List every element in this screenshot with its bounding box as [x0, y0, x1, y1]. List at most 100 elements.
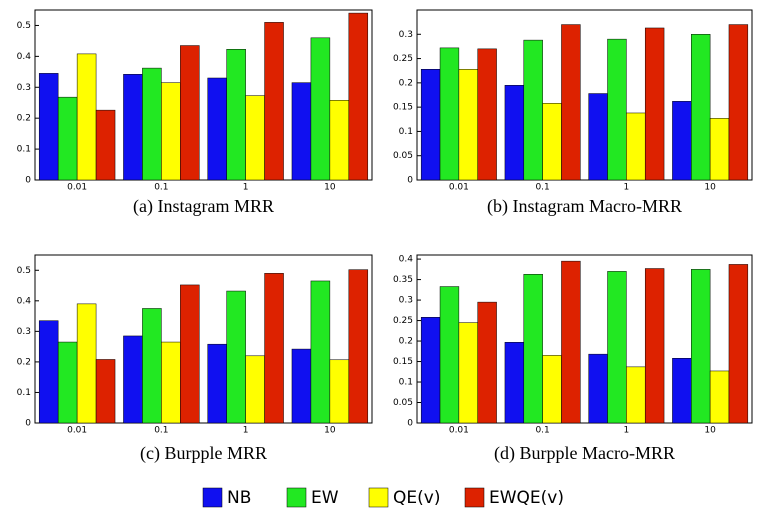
bar: [691, 269, 711, 424]
bar: [329, 100, 350, 181]
bar: [523, 39, 543, 181]
bar: [180, 45, 200, 181]
bar: [142, 67, 162, 181]
x-tick-label: 10: [324, 426, 336, 436]
bar: [161, 341, 181, 424]
y-tick-label: 0.1: [399, 378, 413, 388]
bar: [477, 48, 497, 181]
bar: [57, 341, 78, 424]
bar: [644, 268, 665, 424]
bar: [161, 82, 181, 181]
plot-area: [34, 254, 373, 424]
y-tick-label: 0.3: [17, 83, 31, 93]
bar: [310, 37, 331, 181]
bar: [607, 271, 627, 424]
bar: [142, 308, 162, 424]
bar: [76, 303, 97, 424]
y-tick-label: 0.2: [17, 114, 31, 124]
bar: [728, 264, 749, 424]
x-tick-label: 0.1: [154, 426, 168, 436]
bar: [76, 53, 97, 181]
bar: [245, 355, 265, 424]
y-tick-label: 0.1: [17, 388, 31, 398]
legend-label: EWQE(v): [489, 488, 564, 508]
bar: [504, 85, 525, 181]
y-tick-label: 0: [407, 176, 413, 186]
bar: [542, 355, 562, 424]
bar: [504, 342, 525, 424]
y-tick-label: 0.35: [393, 275, 413, 285]
bar: [439, 286, 460, 424]
bar: [561, 24, 581, 181]
bar: [348, 269, 369, 424]
bar: [523, 274, 543, 424]
bar: [348, 12, 369, 181]
caption: (c) Burpple MRR: [140, 443, 267, 464]
bar: [310, 280, 331, 424]
bar: [542, 103, 562, 181]
x-tick-label: 1: [243, 183, 249, 193]
bar: [226, 49, 246, 181]
y-tick-label: 0: [25, 419, 31, 429]
y-tick-label: 0.2: [399, 78, 413, 88]
bar: [477, 301, 497, 424]
bar: [291, 348, 312, 424]
y-tick-label: 0: [407, 419, 413, 429]
bar: [561, 260, 581, 424]
bar: [728, 24, 749, 181]
bar: [420, 317, 441, 424]
legend-swatch: [368, 487, 389, 508]
x-tick-label: 0.01: [67, 183, 87, 193]
bar: [95, 109, 116, 181]
legend-swatch: [202, 487, 223, 508]
y-tick-label: 0: [25, 176, 31, 186]
bar: [38, 73, 59, 181]
bar: [245, 95, 265, 181]
y-tick-label: 0.2: [17, 357, 31, 367]
bar: [329, 359, 350, 424]
x-tick-label: 0.01: [449, 183, 469, 193]
y-tick-label: 0.3: [17, 327, 31, 337]
legend-label: EW: [311, 488, 339, 508]
bar: [57, 96, 78, 181]
bar: [672, 101, 692, 181]
bar: [458, 322, 478, 424]
y-tick-label: 0.5: [17, 21, 31, 31]
x-tick-label: 0.01: [67, 426, 87, 436]
bar: [588, 93, 608, 181]
bar: [180, 284, 200, 424]
x-tick-label: 10: [704, 183, 716, 193]
x-tick-label: 1: [624, 426, 630, 436]
bar: [226, 290, 246, 424]
y-tick-label: 0.05: [393, 398, 413, 408]
y-tick-label: 0.4: [17, 52, 32, 62]
bar: [709, 370, 730, 424]
bar: [672, 358, 692, 424]
y-tick-label: 0.05: [393, 151, 413, 161]
bar: [644, 27, 665, 181]
legend-swatch: [286, 487, 307, 508]
y-tick-label: 0.4: [17, 296, 32, 306]
legend-label: NB: [227, 488, 251, 508]
bar: [291, 82, 312, 181]
bar: [458, 69, 478, 181]
bar: [123, 74, 143, 181]
y-tick-label: 0.1: [399, 127, 413, 137]
x-tick-label: 1: [624, 183, 630, 193]
x-tick-label: 0.01: [449, 426, 469, 436]
bar: [439, 47, 460, 181]
plot-area: [34, 9, 373, 181]
x-tick-label: 0.1: [154, 183, 168, 193]
bar: [420, 69, 441, 181]
bar: [123, 335, 143, 424]
bar: [588, 353, 608, 424]
y-tick-label: 0.25: [393, 316, 413, 326]
x-tick-label: 1: [243, 426, 249, 436]
x-tick-label: 10: [704, 426, 716, 436]
caption: (b) Instagram Macro-MRR: [487, 196, 682, 217]
y-tick-label: 0.1: [17, 145, 31, 155]
y-tick-label: 0.15: [393, 357, 413, 367]
bar: [709, 118, 730, 181]
bar: [38, 320, 59, 424]
legend-label: QE(v): [393, 488, 440, 508]
